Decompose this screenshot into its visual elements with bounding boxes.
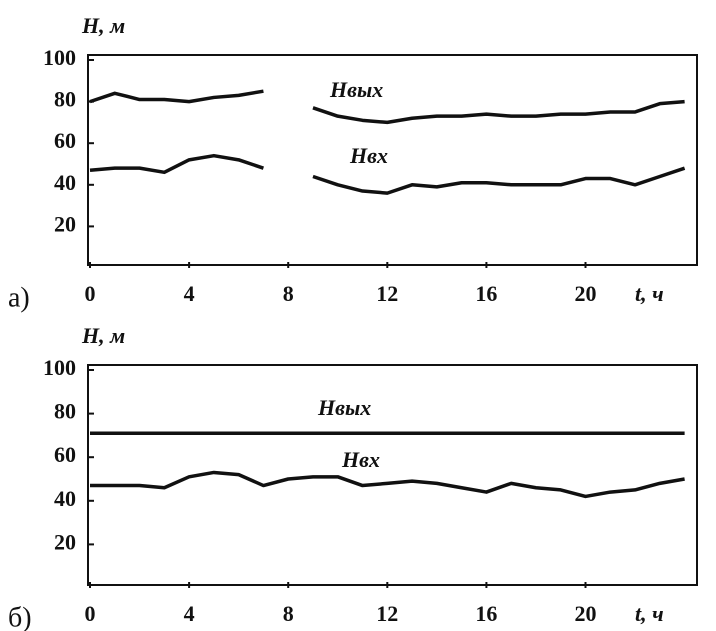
series-label: Hвых (329, 77, 383, 102)
x-tick-label: 12 (376, 281, 398, 306)
y-axis-label: H, м (81, 323, 125, 348)
series-line (89, 89, 685, 125)
x-tick-label: 12 (376, 601, 398, 626)
y-tick-label: 20 (54, 529, 76, 554)
x-axis-label: t, ч (635, 601, 664, 626)
x-tick-label: 20 (575, 601, 597, 626)
y-tick-label: 80 (54, 399, 76, 424)
y-tick-label: 40 (54, 486, 76, 511)
plot-frame (87, 364, 698, 586)
series-line (89, 153, 686, 195)
x-tick-label: 0 (85, 281, 96, 306)
panel-label: а) (8, 282, 30, 313)
x-tick-label: 16 (475, 601, 497, 626)
y-axis-label: H, м (81, 13, 125, 38)
x-tick-label: 8 (283, 601, 294, 626)
y-tick-label: 100 (43, 355, 76, 380)
x-tick-label: 4 (184, 281, 195, 306)
x-tick-label: 20 (575, 281, 597, 306)
series-label: Hвх (349, 143, 388, 168)
panel-label: б) (8, 602, 32, 631)
y-tick-label: 80 (54, 87, 76, 112)
series-line (90, 470, 685, 499)
x-tick-label: 8 (283, 281, 294, 306)
x-axis-label: t, ч (635, 281, 664, 306)
x-tick-label: 0 (85, 601, 96, 626)
y-tick-label: 40 (54, 170, 76, 195)
y-tick-label: 60 (54, 128, 76, 153)
y-tick-label: 60 (54, 442, 76, 467)
plot-frame (87, 54, 698, 266)
x-tick-label: 16 (475, 281, 497, 306)
y-tick-label: 100 (43, 45, 76, 70)
series-label: Hвых (317, 395, 371, 420)
y-tick-label: 20 (54, 211, 76, 236)
x-tick-label: 4 (184, 601, 195, 626)
series-label: Hвх (341, 447, 380, 472)
